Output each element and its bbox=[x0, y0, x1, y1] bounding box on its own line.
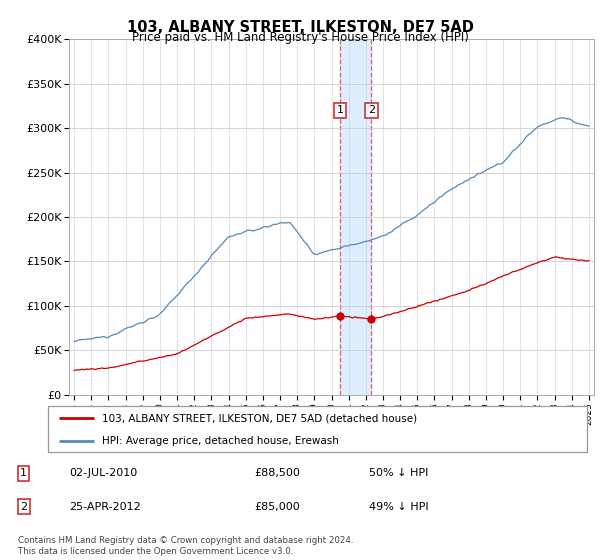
Text: 103, ALBANY STREET, ILKESTON, DE7 5AD (detached house): 103, ALBANY STREET, ILKESTON, DE7 5AD (d… bbox=[103, 413, 418, 423]
Text: HPI: Average price, detached house, Erewash: HPI: Average price, detached house, Erew… bbox=[103, 436, 339, 446]
Text: 1: 1 bbox=[337, 105, 344, 115]
Text: 103, ALBANY STREET, ILKESTON, DE7 5AD: 103, ALBANY STREET, ILKESTON, DE7 5AD bbox=[127, 20, 473, 35]
Text: 50% ↓ HPI: 50% ↓ HPI bbox=[369, 468, 428, 478]
Text: 2: 2 bbox=[20, 502, 27, 512]
Bar bbox=[340, 39, 371, 395]
Text: Contains HM Land Registry data © Crown copyright and database right 2024.
This d: Contains HM Land Registry data © Crown c… bbox=[18, 536, 353, 556]
Text: 25-APR-2012: 25-APR-2012 bbox=[70, 502, 142, 512]
Text: 49% ↓ HPI: 49% ↓ HPI bbox=[369, 502, 429, 512]
Text: Price paid vs. HM Land Registry's House Price Index (HPI): Price paid vs. HM Land Registry's House … bbox=[131, 31, 469, 44]
Text: 2: 2 bbox=[368, 105, 375, 115]
Text: 02-JUL-2010: 02-JUL-2010 bbox=[70, 468, 138, 478]
FancyBboxPatch shape bbox=[48, 407, 587, 451]
Text: 1: 1 bbox=[20, 468, 27, 478]
Text: £88,500: £88,500 bbox=[254, 468, 300, 478]
Text: £85,000: £85,000 bbox=[254, 502, 299, 512]
